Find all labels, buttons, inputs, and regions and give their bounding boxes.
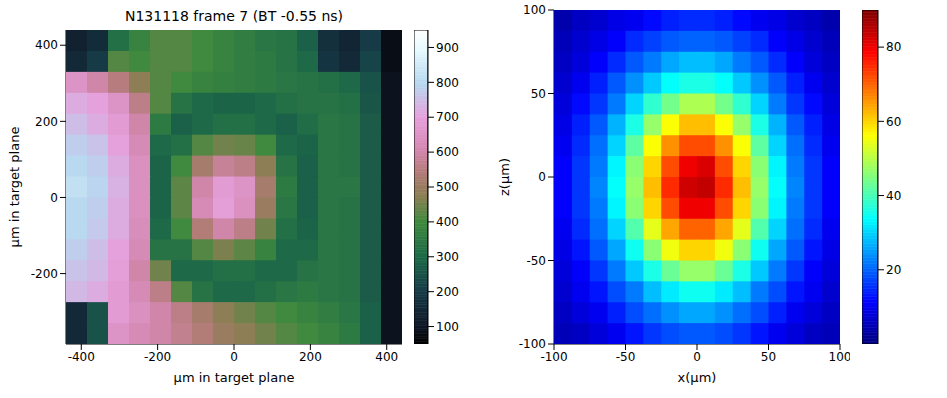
svg-text:800: 800 [436,76,459,90]
svg-text:50: 50 [531,87,546,101]
svg-text:200: 200 [436,285,459,299]
svg-text:400: 400 [436,215,459,229]
svg-text:400: 400 [35,38,58,52]
svg-text:-400: -400 [68,350,95,364]
svg-text:900: 900 [436,41,459,55]
svg-text:20: 20 [886,263,901,277]
html-text:N131118 frame 7 (BT -0.55 ns): N131118 frame 7 (BT -0.55 ns) [125,8,343,24]
svg-text:60: 60 [886,115,901,129]
svg-text:500: 500 [436,180,459,194]
svg-text:μm in target plane: μm in target plane [174,370,295,385]
svg-text:-100: -100 [519,337,546,351]
svg-text:400: 400 [375,350,398,364]
svg-text:-50: -50 [616,350,636,364]
svg-text:80: 80 [886,40,901,54]
svg-text:-200: -200 [31,267,58,281]
svg-text:600: 600 [436,145,459,159]
svg-text:200: 200 [35,115,58,129]
svg-text:-50: -50 [526,254,546,268]
svg-text:50: 50 [761,350,776,364]
svg-text:-200: -200 [144,350,171,364]
svg-text:700: 700 [436,110,459,124]
svg-text:0: 0 [693,350,701,364]
svg-text:x(μm): x(μm) [678,370,717,385]
svg-text:200: 200 [299,350,322,364]
svg-text:0: 0 [230,350,238,364]
svg-text:300: 300 [436,250,459,264]
svg-text:100: 100 [436,320,459,334]
svg-text:0: 0 [538,170,546,184]
svg-text:-100: -100 [540,350,567,364]
svg-text:μm in target plane: μm in target plane [7,127,22,248]
svg-text:40: 40 [886,189,901,203]
svg-text:100: 100 [829,350,850,364]
svg-text:z(μm): z(μm) [497,158,512,196]
svg-text:0: 0 [50,191,58,205]
svg-text:100: 100 [523,3,546,17]
